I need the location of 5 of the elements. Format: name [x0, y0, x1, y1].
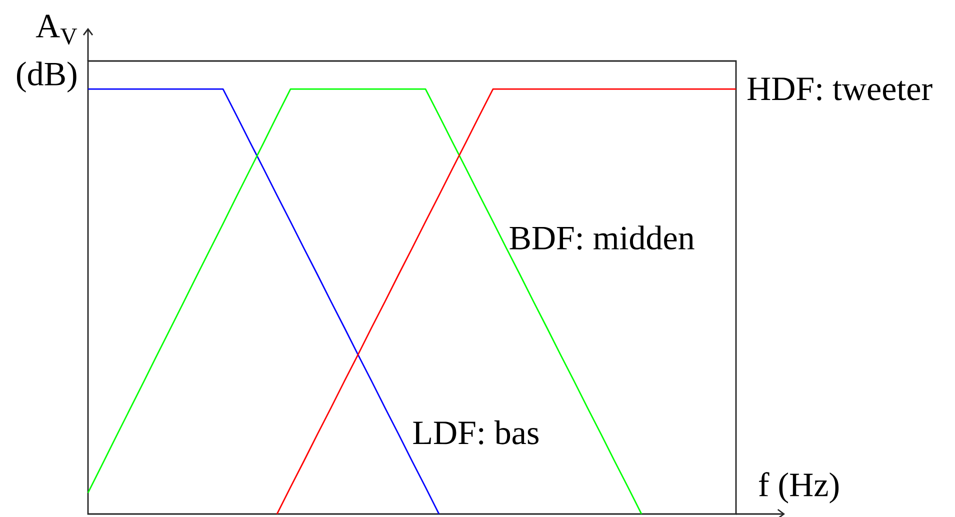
y-axis-title: A$_{V}$ (dB) — [16, 14, 78, 92]
series-label: LDF: bas — [413, 420, 538, 445]
series-label: BDF: midden — [510, 226, 694, 250]
series-label: HDF: tweeter — [748, 78, 932, 100]
x-axis-title: f (Hz) — [758, 472, 839, 504]
